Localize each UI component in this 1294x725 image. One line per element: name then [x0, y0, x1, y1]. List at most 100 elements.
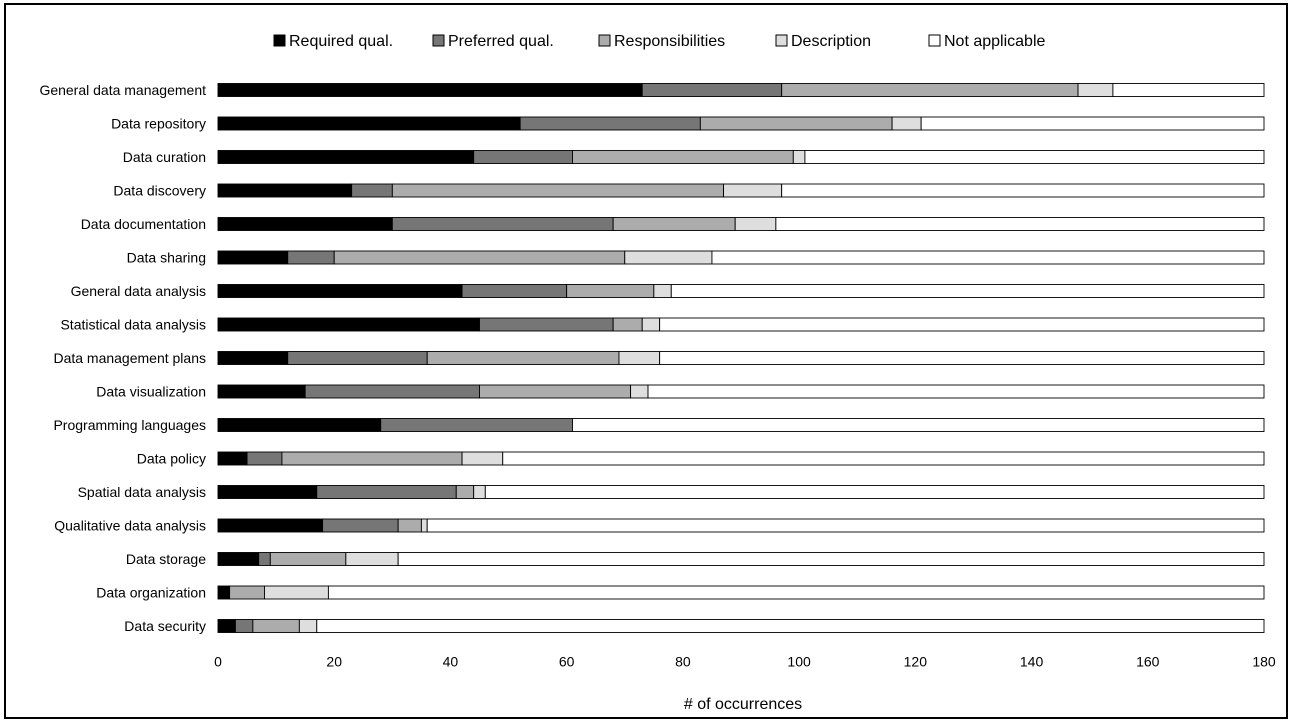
bar-segment-preferred-qual-qualitative-data-analysis — [322, 518, 399, 533]
x-tick-label-100: 100 — [787, 654, 811, 670]
x-tick-label-160: 160 — [1136, 654, 1160, 670]
category-labels: General data management Data repository Da… — [39, 82, 206, 634]
legend-label-preferred-qual: Preferred qual. — [448, 33, 554, 50]
category-label-data-discovery: Data discovery — [113, 183, 206, 199]
bar-segment-not-applicable-data-storage — [397, 552, 1265, 566]
bar-segment-required-qual-data-security — [217, 619, 236, 633]
category-label-data-documentation: Data documentation — [81, 216, 206, 232]
bar-segment-description-data-repository — [891, 116, 922, 131]
category-label-general-data-management: General data management — [39, 82, 206, 98]
category-label-data-security: Data security — [124, 618, 206, 634]
bar-segment-not-applicable-spatial-data-analysis — [484, 485, 1265, 499]
category-label-data-curation: Data curation — [123, 149, 206, 165]
bar-segment-required-qual-data-organization — [217, 585, 231, 600]
legend-swatch-required-qual — [273, 34, 286, 47]
bar-segment-responsibilities-data-security — [252, 619, 300, 633]
bar-segment-not-applicable-data-management-plans — [659, 351, 1265, 365]
bar-segment-preferred-qual-data-management-plans — [287, 351, 428, 365]
bar-segment-description-data-documentation — [734, 217, 777, 231]
bar-segment-required-qual-data-policy — [217, 451, 248, 466]
bar-segment-description-data-curation — [792, 150, 806, 164]
x-tick-label-20: 20 — [326, 654, 342, 670]
bar-segment-required-qual-data-visualization — [217, 384, 306, 399]
bar-segment-not-applicable-data-documentation — [775, 217, 1265, 231]
x-axis: 0 20 40 60 80 100 120 140 160 180 — [214, 654, 1276, 670]
x-axis-title: # of occurrences — [684, 696, 802, 713]
bar-segment-preferred-qual-general-data-analysis — [461, 284, 568, 298]
bar-segment-description-data-sharing — [624, 250, 713, 265]
bar-segment-responsibilities-data-policy — [281, 451, 463, 466]
bar-segment-responsibilities-qualitative-data-analysis — [397, 518, 422, 533]
bar-segment-preferred-qual-data-curation — [473, 150, 573, 164]
legend: Required qual. Preferred qual. Responsibil… — [273, 33, 1046, 50]
bar-segment-preferred-qual-programming-languages — [380, 418, 573, 432]
bar-segment-responsibilities-data-storage — [269, 552, 347, 566]
category-label-spatial-data-analysis: Spatial data analysis — [78, 484, 206, 500]
bar-segment-responsibilities-data-repository — [699, 116, 893, 131]
legend-swatch-responsibilities — [598, 34, 611, 47]
bar-segment-required-qual-data-discovery — [217, 183, 353, 198]
bar-segment-preferred-qual-statistical-data-analysis — [479, 317, 614, 332]
bar-segment-responsibilities-data-documentation — [612, 217, 736, 231]
bar-segment-required-qual-qualitative-data-analysis — [217, 518, 324, 533]
bar-segment-preferred-qual-data-documentation — [391, 217, 614, 231]
bar-segment-responsibilities-data-visualization — [479, 384, 632, 399]
bar-segment-description-general-data-analysis — [653, 284, 672, 298]
bar-segment-required-qual-data-repository — [217, 116, 521, 131]
bar-segment-not-applicable-data-security — [316, 619, 1265, 633]
bar-segment-required-qual-general-data-analysis — [217, 284, 463, 298]
bar-segment-description-statistical-data-analysis — [641, 317, 661, 332]
category-label-data-organization: Data organization — [96, 585, 206, 601]
category-label-data-policy: Data policy — [137, 451, 206, 467]
chart-frame: Required qual. Preferred qual. Responsibil… — [4, 3, 1288, 719]
bar-segment-not-applicable-data-repository — [920, 116, 1265, 131]
bar-segment-description-data-management-plans — [618, 351, 661, 365]
bar-segment-required-qual-data-management-plans — [217, 351, 289, 365]
bar-segment-description-spatial-data-analysis — [473, 485, 486, 499]
x-tick-label-0: 0 — [214, 654, 222, 670]
x-tick-label-40: 40 — [443, 654, 459, 670]
x-tick-label-120: 120 — [904, 654, 928, 670]
bar-segment-preferred-qual-spatial-data-analysis — [316, 485, 457, 499]
bar-segment-not-applicable-data-sharing — [711, 250, 1265, 265]
x-tick-label-140: 140 — [1020, 654, 1044, 670]
x-tick-label-80: 80 — [675, 654, 691, 670]
bar-segment-description-data-organization — [264, 585, 329, 600]
bar-segment-required-qual-programming-languages — [217, 418, 382, 432]
bar-segment-description-data-visualization — [630, 384, 649, 399]
bar-segment-responsibilities-data-curation — [572, 150, 794, 164]
bar-segment-preferred-qual-data-sharing — [287, 250, 335, 265]
bar-segment-required-qual-data-storage — [217, 552, 260, 566]
bar-segment-not-applicable-programming-languages — [572, 418, 1265, 432]
bar-segment-responsibilities-spatial-data-analysis — [455, 485, 475, 499]
bar-segment-preferred-qual-data-visualization — [304, 384, 480, 399]
category-label-general-data-analysis: General data analysis — [71, 283, 206, 299]
bar-segment-description-data-policy — [461, 451, 504, 466]
legend-swatch-preferred-qual — [432, 34, 445, 47]
bar-segment-preferred-qual-data-policy — [246, 451, 283, 466]
bar-segment-preferred-qual-data-repository — [519, 116, 701, 131]
bar-segment-description-data-discovery — [723, 183, 783, 198]
category-label-data-sharing: Data sharing — [127, 250, 206, 266]
x-tick-label-60: 60 — [559, 654, 575, 670]
legend-swatch-not-applicable — [928, 34, 941, 47]
bar-segment-preferred-qual-general-data-management — [641, 83, 783, 97]
bar-segment-responsibilities-data-discovery — [391, 183, 725, 198]
bar-segment-responsibilities-general-data-management — [781, 83, 1079, 97]
x-tick-label-180: 180 — [1252, 654, 1276, 670]
bar-segment-required-qual-general-data-management — [217, 83, 643, 97]
legend-swatch-description — [775, 34, 788, 47]
bar-segment-not-applicable-general-data-analysis — [670, 284, 1265, 298]
category-label-data-storage: Data storage — [126, 551, 206, 567]
category-label-data-visualization: Data visualization — [96, 384, 206, 400]
bar-segment-description-data-storage — [345, 552, 399, 566]
bar-segment-not-applicable-data-policy — [502, 451, 1265, 466]
bar-segment-description-general-data-management — [1077, 83, 1114, 97]
legend-label-not-applicable: Not applicable — [944, 33, 1046, 50]
category-label-data-management-plans: Data management plans — [53, 350, 206, 366]
bar-segment-not-applicable-data-organization — [327, 585, 1265, 600]
legend-label-description: Description — [791, 33, 871, 50]
bars — [217, 83, 1265, 633]
bar-segment-not-applicable-data-visualization — [647, 384, 1265, 399]
legend-label-responsibilities: Responsibilities — [614, 33, 725, 50]
